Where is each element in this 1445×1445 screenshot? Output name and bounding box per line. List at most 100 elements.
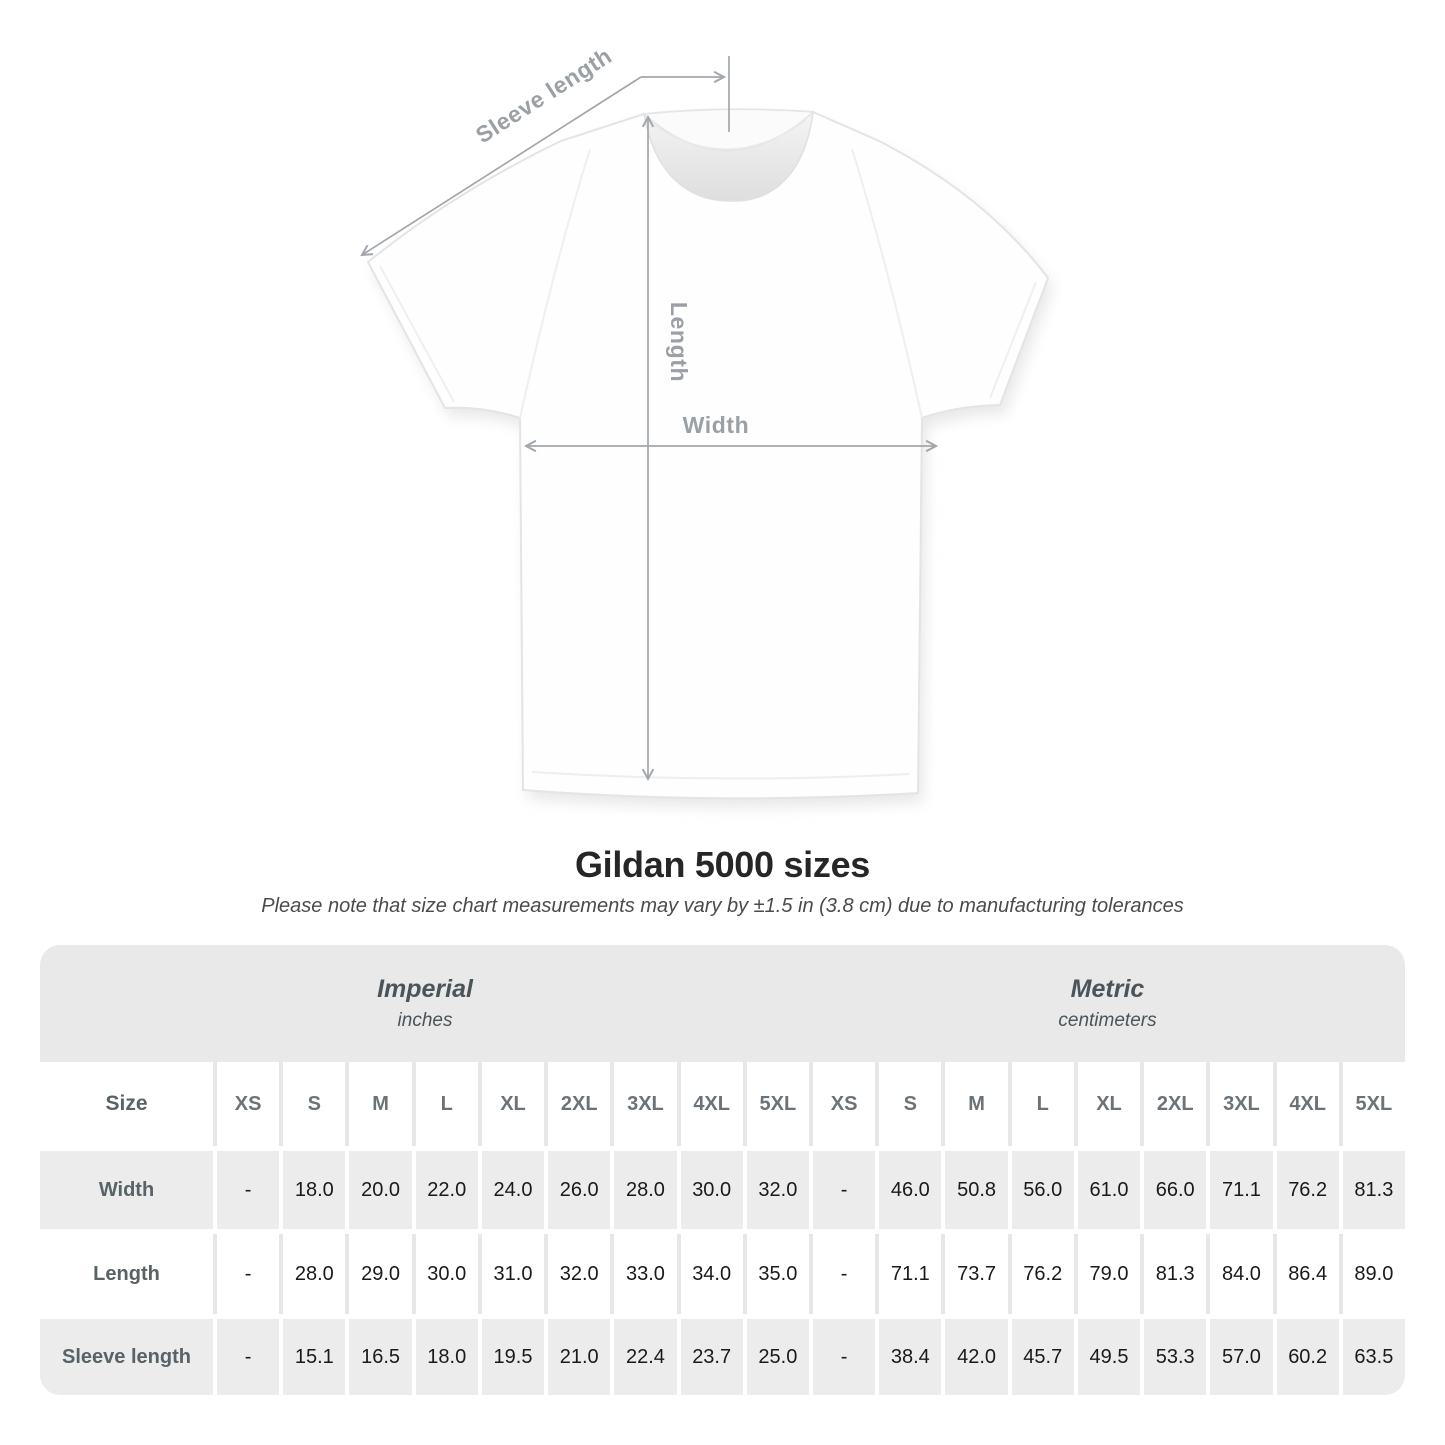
imperial-unit-label: inches xyxy=(397,1010,453,1031)
row-label: Length xyxy=(40,1234,213,1314)
tshirt-body xyxy=(367,108,1049,800)
data-cell-imperial: 35.0 xyxy=(746,1234,809,1314)
data-cell-imperial: 30.0 xyxy=(415,1234,478,1314)
data-cell-metric: 57.0 xyxy=(1210,1319,1273,1395)
size-header-imperial: 2XL xyxy=(548,1062,611,1146)
data-cell-imperial: 31.0 xyxy=(481,1234,545,1314)
size-header-metric: XL xyxy=(1077,1062,1141,1146)
data-cell-imperial: 26.0 xyxy=(548,1151,611,1229)
data-cell-metric: 56.0 xyxy=(1011,1151,1074,1229)
data-cell-imperial: 24.0 xyxy=(481,1151,545,1229)
row-label: Sleeve length xyxy=(40,1319,213,1395)
size-header-metric: L xyxy=(1011,1062,1074,1146)
hem-stitch xyxy=(531,771,911,780)
data-cell-imperial: 21.0 xyxy=(548,1319,611,1395)
sleeve-length-arrow-diagonal xyxy=(362,76,642,255)
data-cell-metric: 89.0 xyxy=(1342,1234,1405,1314)
data-cell-imperial: - xyxy=(217,1234,280,1314)
size-header-metric: S xyxy=(879,1062,942,1146)
data-cell-imperial: 20.0 xyxy=(349,1151,412,1229)
data-cell-imperial: 30.0 xyxy=(680,1151,743,1229)
left-sleeve-seam xyxy=(519,148,591,419)
size-header-imperial: S xyxy=(283,1062,346,1146)
data-cell-imperial: 34.0 xyxy=(680,1234,743,1314)
data-cell-imperial: - xyxy=(217,1151,280,1229)
data-cell-imperial: 15.1 xyxy=(283,1319,346,1395)
data-cell-metric: 84.0 xyxy=(1210,1234,1273,1314)
data-cell-imperial: 28.0 xyxy=(614,1151,677,1229)
tolerance-note: Please note that size chart measurements… xyxy=(261,895,1184,917)
data-cell-imperial: 16.5 xyxy=(349,1319,412,1395)
data-cell-metric: 79.0 xyxy=(1077,1234,1141,1314)
data-cell-metric: - xyxy=(812,1319,876,1395)
size-header-metric: 5XL xyxy=(1342,1062,1405,1146)
data-cell-metric: 42.0 xyxy=(945,1319,1008,1395)
collar-stitch xyxy=(650,119,807,150)
length-label: Length xyxy=(666,302,692,382)
size-header-metric: 2XL xyxy=(1144,1062,1207,1146)
size-header-metric: 4XL xyxy=(1276,1062,1339,1146)
data-cell-metric: 61.0 xyxy=(1077,1151,1141,1229)
size-header-metric: XS xyxy=(812,1062,876,1146)
size-table-grid: Size XS S M L XL 2XL 3XL 4XL 5XL XS S M L XL 2XL 3XL 4XL 5… xyxy=(40,1062,1405,1395)
data-cell-metric: 63.5 xyxy=(1342,1319,1405,1395)
data-cell-metric: 73.7 xyxy=(945,1234,1008,1314)
page-title: Gildan 5000 sizes xyxy=(574,844,871,885)
data-cell-metric: 60.2 xyxy=(1276,1319,1339,1395)
data-cell-metric: 38.4 xyxy=(879,1319,942,1395)
size-header-imperial: 3XL xyxy=(614,1062,677,1146)
data-cell-metric: 76.2 xyxy=(1276,1151,1339,1229)
data-cell-imperial: 23.7 xyxy=(680,1319,743,1395)
data-cell-imperial: 29.0 xyxy=(349,1234,412,1314)
size-header-imperial: L xyxy=(415,1062,478,1146)
data-cell-metric: 66.0 xyxy=(1144,1151,1207,1229)
data-cell-imperial: 18.0 xyxy=(415,1319,478,1395)
imperial-label: Imperial xyxy=(377,975,473,1003)
unit-group-header: Imperial inches Metric centimeters xyxy=(40,945,1405,1062)
data-cell-metric: 53.3 xyxy=(1144,1319,1207,1395)
data-cell-metric: - xyxy=(812,1151,876,1229)
tshirt-illustration xyxy=(367,108,1053,808)
width-label: Width xyxy=(683,412,750,438)
data-cell-imperial: 32.0 xyxy=(548,1234,611,1314)
left-cuff-stitch xyxy=(379,265,455,403)
data-cell-imperial: 33.0 xyxy=(614,1234,677,1314)
data-cell-imperial: 28.0 xyxy=(283,1234,346,1314)
size-table: Imperial inches Metric centimeters Size X… xyxy=(40,945,1405,1395)
right-cuff-stitch xyxy=(989,281,1037,399)
data-cell-metric: 45.7 xyxy=(1011,1319,1074,1395)
data-cell-imperial: 25.0 xyxy=(746,1319,809,1395)
metric-label: Metric xyxy=(1070,975,1145,1003)
metric-group-header: Metric centimeters xyxy=(810,945,1405,1062)
tshirt-measurement-svg: Sleeve length Length Width xyxy=(340,50,1053,808)
size-column-header: Size xyxy=(40,1062,213,1146)
data-cell-metric: 86.4 xyxy=(1276,1234,1339,1314)
metric-unit-label: centimeters xyxy=(1058,1010,1157,1031)
size-header-imperial: M xyxy=(349,1062,412,1146)
right-sleeve-seam xyxy=(851,148,923,419)
data-cell-imperial: 32.0 xyxy=(746,1151,809,1229)
data-cell-imperial: 18.0 xyxy=(283,1151,346,1229)
data-cell-metric: 71.1 xyxy=(1210,1151,1273,1229)
data-cell-imperial: 22.0 xyxy=(415,1151,478,1229)
data-cell-imperial: - xyxy=(217,1319,280,1395)
size-header-imperial: XL xyxy=(481,1062,545,1146)
data-cell-metric: - xyxy=(812,1234,876,1314)
data-cell-metric: 50.8 xyxy=(945,1151,1008,1229)
size-header-imperial: XS xyxy=(217,1062,280,1146)
data-cell-metric: 71.1 xyxy=(879,1234,942,1314)
size-header-imperial: 5XL xyxy=(746,1062,809,1146)
measurement-overlay xyxy=(362,56,936,779)
data-cell-metric: 76.2 xyxy=(1011,1234,1074,1314)
data-cell-imperial: 19.5 xyxy=(481,1319,545,1395)
size-header-imperial: 4XL xyxy=(680,1062,743,1146)
row-label: Width xyxy=(40,1151,213,1229)
data-cell-metric: 49.5 xyxy=(1077,1319,1141,1395)
data-cell-metric: 46.0 xyxy=(879,1151,942,1229)
size-header-metric: 3XL xyxy=(1210,1062,1273,1146)
data-cell-metric: 81.3 xyxy=(1144,1234,1207,1314)
tshirt-figure: Sleeve length Length Width xyxy=(340,50,1100,830)
imperial-group-header: Imperial inches xyxy=(40,945,810,1062)
data-cell-imperial: 22.4 xyxy=(614,1319,677,1395)
